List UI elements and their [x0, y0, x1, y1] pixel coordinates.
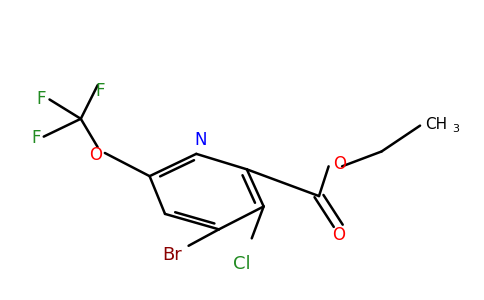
Text: F: F	[32, 129, 41, 147]
Text: O: O	[333, 155, 347, 173]
Text: Br: Br	[162, 246, 182, 264]
Text: O: O	[332, 226, 345, 244]
Text: O: O	[90, 146, 103, 164]
Text: F: F	[36, 90, 45, 108]
Text: CH: CH	[425, 117, 447, 132]
Text: Cl: Cl	[233, 255, 251, 273]
Text: F: F	[95, 82, 105, 100]
Text: N: N	[194, 130, 206, 148]
Text: 3: 3	[452, 124, 459, 134]
